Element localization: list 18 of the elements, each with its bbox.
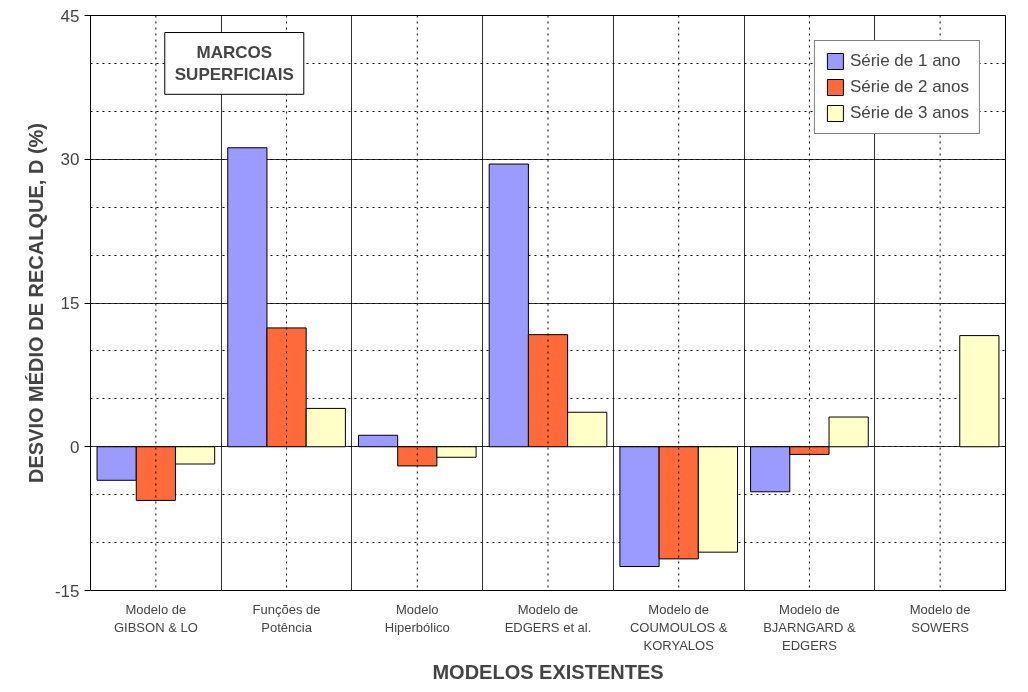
y-tick-label: -15: [54, 581, 80, 601]
y-axis-title: DESVIO MÉDIO DE RECALQUE, D (%): [24, 122, 47, 484]
y-tick-label: 0: [70, 437, 80, 457]
x-tick-label: Modelo de GIBSON & LO: [113, 601, 198, 635]
y-tick-label: 15: [60, 294, 80, 313]
legend-label: Série de 1 ano: [849, 51, 961, 71]
x-tick-label: Modelo de SOWERS: [909, 601, 971, 635]
x-axis-title: MODELOS EXISTENTES: [432, 660, 664, 683]
y-tick-label: 45: [60, 6, 80, 26]
x-tick-label: Modelo Hiperbólico: [384, 601, 450, 635]
x-tick-label: Modelo de COUMOULOS & KORYALOS: [629, 601, 728, 653]
y-tick-label: 30: [60, 150, 80, 170]
x-tick-label: Modelo de BJARNGARD & EDGERS: [763, 601, 856, 653]
x-tick-label: Modelo de EDGERS et al.: [504, 601, 592, 635]
x-tick-label: Funções de Potência: [252, 601, 321, 635]
legend-label: Série de 2 anos: [849, 77, 969, 97]
annotation: MARCOS SUPERFICIAIS: [174, 42, 294, 85]
legend-label: Série de 3 anos: [849, 103, 969, 123]
